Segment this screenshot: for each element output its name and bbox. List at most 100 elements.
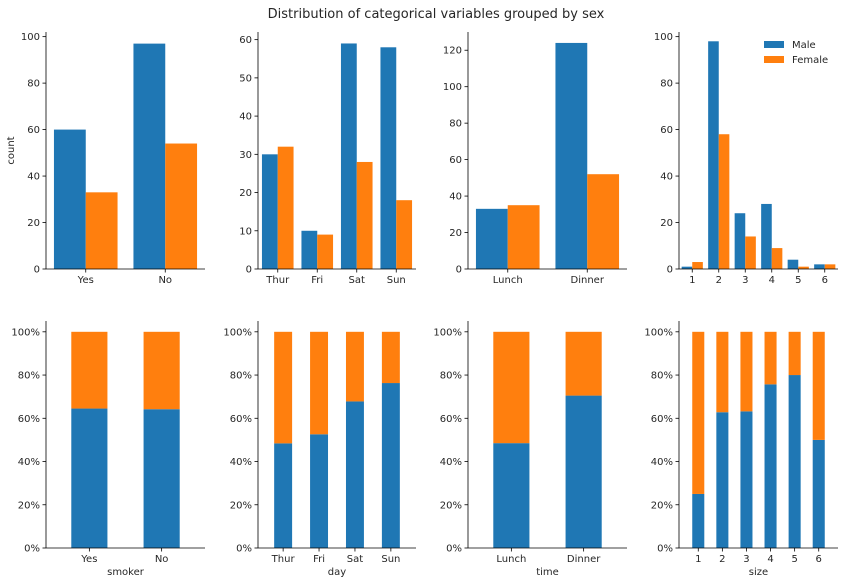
legend-swatch-female — [764, 56, 784, 63]
y-tick-label: 0 — [667, 265, 673, 276]
bar-female-Dinner — [587, 174, 620, 269]
count-time-panel: 0 20 40 60 80 100 120 Lunch Dinner — [443, 32, 627, 286]
x-axis-label: time — [536, 567, 559, 578]
bar-female-2 — [716, 331, 729, 413]
bar-female-Sun — [396, 200, 413, 269]
bar-male-Sun — [380, 47, 397, 270]
x-tick-label-6: 6 — [816, 554, 822, 565]
y-tick-label: 40% — [440, 457, 462, 468]
pct-smoker-panel: 0% 20% 40% 60% 80% 100% Yes No smoker — [11, 321, 205, 578]
y-tick-label: 100% — [223, 327, 252, 338]
y-tick-label: 20 — [449, 228, 462, 239]
bar-female-Yes — [85, 192, 118, 269]
y-tick-label: 20% — [440, 500, 462, 511]
bar-female-No — [165, 143, 198, 269]
bar-male-Yes — [71, 408, 108, 548]
x-tick-label-Thur: Thur — [271, 554, 296, 565]
x-tick-label-Dinner: Dinner — [571, 275, 605, 286]
bar-female-1 — [692, 262, 703, 269]
y-tick-label: 80% — [651, 371, 673, 382]
bar-female-Lunch — [493, 331, 530, 444]
y-tick-label: 20 — [660, 218, 673, 229]
y-tick-label: 60% — [651, 414, 673, 425]
y-tick-label: 30 — [239, 150, 252, 161]
y-tick-label: 40 — [27, 172, 40, 183]
y-tick-label: 120 — [443, 46, 462, 57]
bar-male-3 — [734, 213, 746, 269]
bar-male-Dinner — [565, 395, 602, 548]
bar-male-2 — [708, 41, 719, 270]
x-tick-label-Sat: Sat — [349, 275, 365, 286]
bar-male-6 — [814, 264, 825, 269]
bar-female-Fri — [310, 331, 329, 435]
x-tick-label-5: 5 — [795, 275, 801, 286]
y-tick-label: 60% — [18, 414, 40, 425]
bar-male-4 — [764, 384, 777, 548]
bar-male-Thur — [261, 154, 278, 269]
y-tick-label: 40 — [660, 172, 673, 183]
count-smoker-panel: 0 20 40 60 80 100 Yes No count — [6, 32, 205, 286]
x-tick-label-Fri: Fri — [311, 275, 323, 286]
y-tick-label: 60 — [449, 155, 462, 166]
y-tick-label: 0% — [236, 544, 252, 555]
x-tick-label-Dinner: Dinner — [567, 554, 601, 565]
x-tick-label-Fri: Fri — [313, 554, 325, 565]
x-axis-label: size — [749, 567, 768, 578]
y-tick-label: 0 — [34, 265, 40, 276]
y-tick-label: 40% — [230, 457, 252, 468]
bar-female-1 — [692, 331, 705, 494]
x-tick-label-Sun: Sun — [381, 554, 400, 565]
pct-time-panel: 0% 20% 40% 60% 80% 100% Lunch Dinner time — [433, 321, 627, 578]
bar-male-No — [143, 409, 180, 548]
x-tick-label-2: 2 — [719, 554, 725, 565]
y-tick-label: 20% — [18, 500, 40, 511]
legend: Male Female — [764, 40, 828, 66]
bar-male-Lunch — [475, 208, 508, 269]
y-tick-label: 40% — [651, 457, 673, 468]
bar-male-No — [133, 43, 166, 269]
y-tick-label: 0% — [24, 544, 40, 555]
bar-female-5 — [798, 266, 809, 269]
y-axis-label: count — [6, 136, 17, 164]
y-tick-label: 0% — [446, 544, 462, 555]
y-tick-label: 80% — [18, 371, 40, 382]
y-tick-label: 100 — [654, 32, 673, 43]
y-tick-label: 40% — [18, 457, 40, 468]
bar-male-Yes — [53, 129, 86, 269]
bar-female-2 — [718, 134, 730, 269]
x-tick-label-Thur: Thur — [265, 275, 290, 286]
y-tick-label: 100% — [433, 327, 462, 338]
bar-female-Thur — [274, 331, 293, 444]
x-tick-label-Yes: Yes — [77, 275, 94, 286]
count-size-panel: 0 20 40 60 80 100 1 2 3 4 5 6 — [654, 32, 838, 286]
bar-male-1 — [681, 266, 693, 269]
bar-male-Sat — [340, 43, 357, 269]
y-tick-label: 100% — [11, 327, 40, 338]
pct-day-panel: 0% 20% 40% 60% 80% 100% Thur Fri Sat Sun day — [223, 321, 416, 578]
y-tick-label: 20% — [651, 500, 673, 511]
bar-male-2 — [716, 412, 729, 548]
bar-female-6 — [824, 264, 836, 269]
x-tick-label-3: 3 — [742, 275, 748, 286]
x-tick-label-6: 6 — [822, 275, 828, 286]
y-tick-label: 40 — [449, 192, 462, 203]
bar-male-6 — [812, 439, 825, 548]
bar-male-Fri — [310, 434, 329, 548]
pct-size-panel: 0% 20% 40% 60% 80% 100% 1 2 3 4 5 6 size — [644, 321, 838, 578]
x-tick-label-Sun: Sun — [387, 275, 406, 286]
y-tick-label: 20 — [239, 188, 252, 199]
x-tick-label-4: 4 — [769, 275, 775, 286]
count-day-panel: 0 10 20 30 40 50 60 Thur Fri Sat Sun — [239, 32, 416, 286]
x-tick-label-1: 1 — [689, 275, 695, 286]
bar-female-Lunch — [507, 205, 540, 269]
y-tick-label: 80 — [27, 79, 40, 90]
bar-female-3 — [745, 236, 756, 269]
y-tick-label: 100% — [644, 327, 673, 338]
bar-male-Lunch — [493, 443, 530, 548]
bar-male-3 — [740, 411, 753, 548]
x-tick-label-4: 4 — [767, 554, 773, 565]
y-tick-label: 20 — [27, 218, 40, 229]
bar-female-Dinner — [565, 331, 602, 396]
